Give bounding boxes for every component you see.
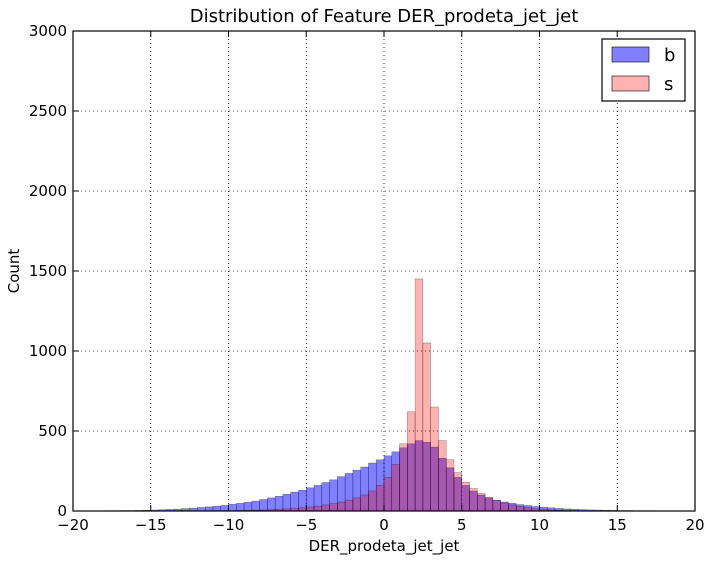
bar-s: [383, 477, 393, 512]
x-tick-label: −10: [213, 516, 245, 534]
bar-s: [422, 342, 431, 512]
bar-s: [477, 493, 486, 512]
y-tick-label: 2000: [29, 182, 67, 200]
bar-b: [290, 491, 299, 512]
bar-s: [313, 505, 323, 512]
bar-b: [236, 503, 245, 512]
x-axis-title: DER_prodeta_jet_jet: [309, 537, 460, 556]
grid: [73, 31, 695, 511]
bar-s: [352, 497, 361, 512]
legend-swatch-s: [611, 75, 650, 92]
bar-s: [508, 504, 517, 512]
y-tick-label: 1000: [29, 342, 67, 360]
x-tick-label: −20: [57, 516, 89, 534]
y-tick-label: 0: [57, 502, 67, 520]
x-tick-label: −15: [135, 516, 167, 534]
bar-s: [500, 502, 509, 512]
y-tick-label: 1500: [29, 262, 67, 280]
x-tick-label: 10: [530, 516, 549, 534]
bar-b: [204, 506, 214, 512]
bar-b: [282, 493, 291, 512]
x-tick-label: 5: [457, 516, 467, 534]
y-tick-label: 2500: [29, 102, 67, 120]
bar-s: [321, 504, 330, 512]
bar-s: [407, 411, 416, 512]
legend-swatch-b: [611, 46, 650, 63]
bar-b: [228, 504, 237, 512]
y-tick-label: 500: [38, 422, 67, 440]
bar-s: [375, 485, 385, 512]
bar-s: [368, 490, 377, 512]
bar-b: [259, 499, 268, 512]
bar-s: [430, 406, 439, 512]
legend: b s: [601, 38, 686, 102]
bar-s: [469, 488, 478, 512]
bar-s: [391, 464, 400, 512]
legend-label-b: b: [664, 45, 675, 66]
x-tick-label: 15: [608, 516, 627, 534]
bar-s: [484, 497, 494, 512]
axis-ticks: −20 −15 −10 −5 0 5 10 15 20 0 500 1000 1500 2000 2500 3…: [29, 22, 705, 534]
legend-label-s: s: [664, 74, 673, 95]
bar-b: [251, 500, 260, 512]
bar-b: [220, 505, 229, 512]
bar-b: [274, 496, 284, 512]
bar-s: [453, 472, 463, 512]
y-tick-label: 3000: [29, 22, 67, 40]
bar-s: [438, 440, 447, 512]
x-tick-label: 20: [685, 516, 704, 534]
bar-s: [445, 459, 455, 512]
x-tick-label: −5: [295, 516, 317, 534]
bar-s: [360, 494, 369, 512]
bar-s: [337, 501, 346, 512]
bar-s: [461, 481, 470, 512]
x-tick-label: 0: [379, 516, 389, 534]
bar-s: [329, 503, 338, 512]
chart-title: Distribution of Feature DER_prodeta_jet_…: [190, 6, 579, 27]
bar-s: [399, 443, 408, 512]
y-axis-title: Count: [5, 249, 23, 294]
bar-s: [344, 499, 354, 512]
bar-b: [212, 505, 221, 512]
bar-s: [414, 278, 424, 512]
bar-b: [243, 501, 253, 512]
bar-s: [515, 506, 525, 512]
bar-s: [492, 500, 501, 512]
bar-b: [267, 497, 276, 512]
